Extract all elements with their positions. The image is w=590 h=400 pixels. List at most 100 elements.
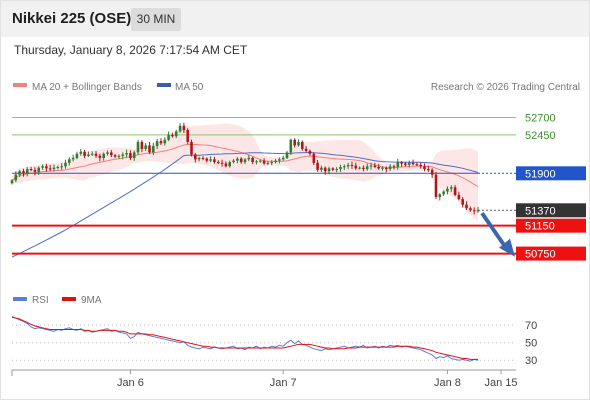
bollinger-bands <box>12 123 478 222</box>
header-bar: Nikkei 225 (OSE) 30 MIN <box>1 1 589 37</box>
candle-body <box>56 167 60 168</box>
candle-body <box>171 134 174 137</box>
resistance-label: 52700 <box>525 112 556 124</box>
candle-body <box>400 162 403 164</box>
candle-body <box>281 157 285 160</box>
candle-body <box>243 159 247 163</box>
candle-body <box>33 169 37 172</box>
candle-body <box>90 153 94 155</box>
timeframe-button[interactable]: 30 MIN <box>131 8 181 31</box>
x-axis: Jan 6 Jan 7 Jan 8 Jan 15 <box>11 369 518 389</box>
instrument-title: Nikkei 225 (OSE) <box>12 10 132 27</box>
candle-body <box>144 145 147 149</box>
candle-body <box>278 159 281 161</box>
candle-body <box>365 166 369 170</box>
resistance-label: 52450 <box>525 130 556 142</box>
candle-body <box>270 162 273 164</box>
candle-body <box>209 159 212 161</box>
candle-body <box>14 174 18 181</box>
candle-body <box>236 158 239 161</box>
candle-body <box>251 157 254 163</box>
candle-body <box>68 159 71 163</box>
candle-body <box>323 167 327 172</box>
candle-body <box>427 169 430 171</box>
ma20-line <box>11 143 479 188</box>
candle-body <box>407 162 411 165</box>
ma20-legend-label: MA 20 + Bollinger Bands <box>32 82 142 93</box>
candle-body <box>194 154 197 160</box>
candle-body <box>301 141 304 149</box>
candle-body <box>358 167 361 169</box>
rsi-ma-legend-label: 9MA <box>81 295 102 306</box>
bollinger-band-area <box>12 123 478 222</box>
candle-body <box>159 141 163 144</box>
candle-body <box>461 199 464 205</box>
x-tick-label: Jan 7 <box>270 377 297 389</box>
candle-body <box>48 168 52 170</box>
candle-body <box>362 167 365 170</box>
rsi-tick-label: 30 <box>525 355 537 367</box>
price-levels: 52700 52450 51900 51370 51150 50750 <box>12 112 586 261</box>
candle-body <box>259 160 262 162</box>
candle-body <box>392 166 396 168</box>
candle-body <box>129 153 132 158</box>
candle-body <box>438 194 442 197</box>
candle-body <box>60 166 63 168</box>
rsi-tick-label: 50 <box>525 338 537 350</box>
candle-body <box>178 125 182 132</box>
x-tick-label: Jan 15 <box>484 377 517 389</box>
candle-body <box>457 194 461 200</box>
candle-body <box>423 166 426 170</box>
rsi-line <box>11 315 479 362</box>
candle-body <box>71 157 75 160</box>
candle-body <box>83 151 86 156</box>
candle-body <box>373 165 377 167</box>
x-tick-label: Jan 6 <box>117 377 144 389</box>
candle-body <box>106 152 109 154</box>
candle-body <box>182 125 186 130</box>
candle-body <box>404 163 407 165</box>
credit-text: Research © 2026 Trading Central <box>431 82 580 93</box>
candle-body <box>87 154 90 156</box>
candle-body <box>98 155 102 158</box>
candle-body <box>217 162 220 164</box>
candle-body <box>262 160 266 164</box>
candle-body <box>308 151 312 154</box>
candle-body <box>224 163 228 167</box>
x-tick-label: Jan 8 <box>434 377 461 389</box>
candle-body <box>18 171 21 175</box>
candle-body <box>472 210 476 212</box>
rsi-ma-legend-swatch <box>62 297 76 301</box>
ma50-legend-swatch <box>157 83 171 87</box>
candle-body <box>79 151 83 154</box>
candle-body <box>113 155 117 157</box>
candle-body <box>52 167 56 170</box>
candle-body <box>327 168 331 172</box>
candle-body <box>45 166 48 169</box>
last-label-box <box>516 203 586 218</box>
candle-body <box>132 152 136 158</box>
candle-body <box>343 166 346 168</box>
candle-body <box>396 162 400 167</box>
candle-body <box>201 157 205 159</box>
support-label-box <box>516 246 586 261</box>
candle-body <box>163 139 167 144</box>
candle-body <box>266 162 270 164</box>
ma20-legend-swatch <box>13 83 27 87</box>
candle-body <box>155 141 159 147</box>
candle-body <box>232 160 235 163</box>
rsi-legend-swatch <box>13 297 27 301</box>
candlesticks <box>10 122 480 215</box>
rsi-legend-label: RSI <box>32 295 49 306</box>
support-label: 50750 <box>525 249 556 261</box>
candle-body <box>419 164 422 167</box>
candle-body <box>293 139 296 146</box>
candle-body <box>316 162 319 170</box>
candle-body <box>442 191 445 195</box>
candle-body <box>148 145 151 153</box>
candle-body <box>213 159 216 163</box>
candle-body <box>75 153 79 158</box>
pivot-label-box <box>516 166 586 181</box>
candle-body <box>385 167 388 170</box>
